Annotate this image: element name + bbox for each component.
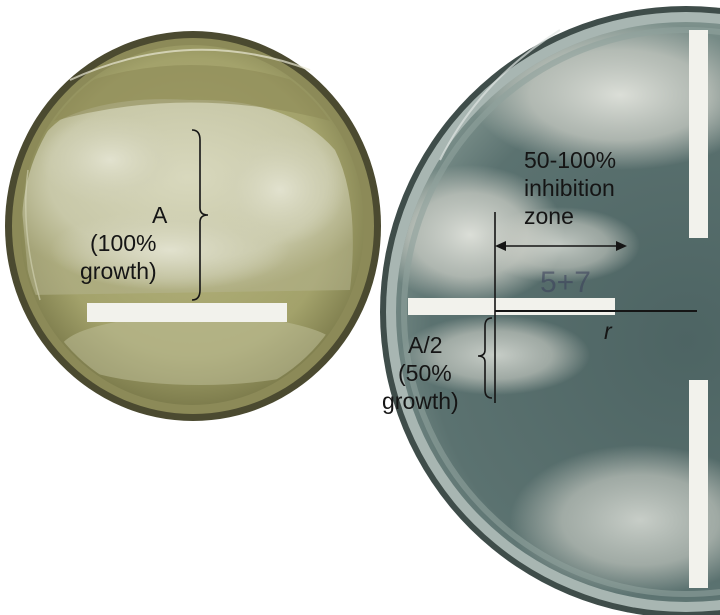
label-inhibition: inhibition bbox=[524, 175, 615, 201]
label-growth-right: growth) bbox=[382, 388, 459, 414]
right-paper-strip-top bbox=[689, 30, 708, 238]
half-growth-brace bbox=[477, 317, 493, 399]
left-petri-dish bbox=[5, 31, 381, 421]
right-paper-strip-left bbox=[408, 298, 615, 315]
right-glass-glare bbox=[439, 29, 561, 161]
left-glass-glare bbox=[25, 169, 41, 301]
left-lower-growth bbox=[60, 315, 340, 385]
left-fuzz-patch bbox=[215, 135, 345, 245]
plate-marking: 5+7 bbox=[540, 266, 591, 299]
left-fuzz-patch bbox=[50, 210, 290, 290]
label-100-percent: (100% bbox=[90, 230, 157, 256]
label-a: A bbox=[152, 202, 168, 228]
left-fuzz-patch bbox=[40, 115, 180, 205]
right-fungal-growth bbox=[480, 207, 640, 283]
right-agar-edge bbox=[401, 27, 720, 597]
label-growth-left: growth) bbox=[80, 258, 157, 284]
arrow-head-right bbox=[616, 241, 627, 251]
right-paper-strip-bottom bbox=[689, 380, 708, 588]
arrow-head-left bbox=[495, 241, 506, 251]
left-glass-glare bbox=[69, 48, 311, 81]
left-agar-edge bbox=[40, 65, 345, 125]
label-a-half: A/2 bbox=[408, 332, 443, 358]
label-radius: r bbox=[604, 318, 612, 344]
label-zone-percent: 50-100% bbox=[524, 147, 617, 173]
left-paper-strip bbox=[87, 303, 287, 322]
right-petri-dish: 5+7 bbox=[380, 6, 720, 615]
left-growth-brace bbox=[191, 129, 209, 301]
label-50-percent: (50% bbox=[398, 360, 452, 386]
label-zone: zone bbox=[524, 203, 574, 229]
